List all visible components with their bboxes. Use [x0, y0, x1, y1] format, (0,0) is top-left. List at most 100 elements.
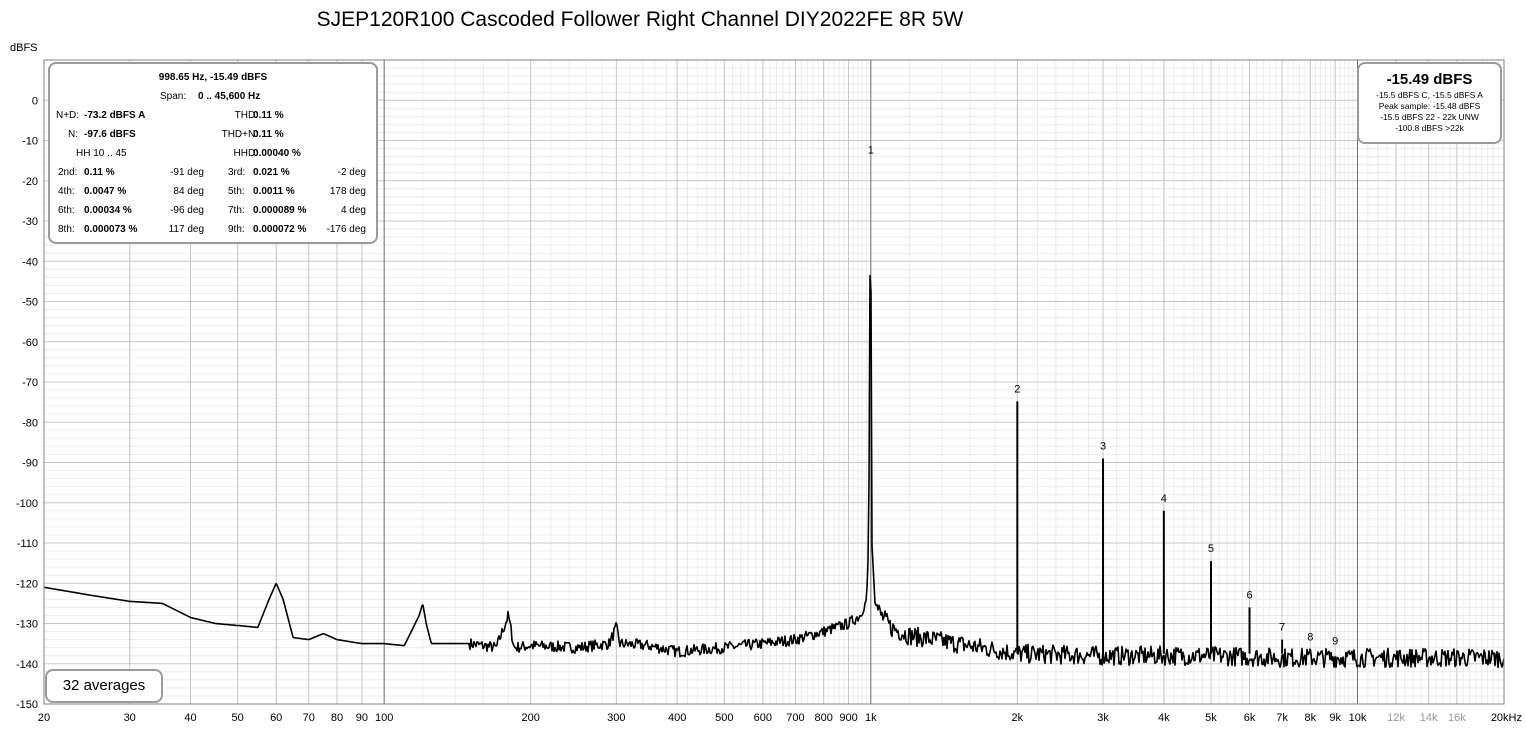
h-label: 8th: — [58, 224, 75, 235]
x-tick-label: 9k — [1329, 712, 1341, 724]
span-value: 0 .. 45,600 Hz — [198, 91, 261, 102]
chart-title: SJEP120R100 Cascoded Follower Right Chan… — [316, 8, 964, 31]
nd-label: N+D: — [56, 110, 80, 121]
harmonic-label: 2 — [1014, 383, 1020, 395]
x-tick-label: 500 — [715, 712, 733, 724]
x-tick-label: 80 — [331, 712, 343, 724]
h-value: 0.00034 % — [84, 205, 132, 216]
y-tick-label: -20 — [22, 176, 38, 188]
h-value: 0.000072 % — [253, 224, 307, 235]
harmonic-label: 6 — [1246, 589, 1252, 601]
x-tick-label: 16k — [1448, 712, 1466, 724]
y-tick-label: -110 — [17, 538, 38, 550]
y-axis-unit-label: dBFS — [10, 42, 38, 54]
y-tick-label: -40 — [22, 256, 38, 268]
x-tick-label: 400 — [668, 712, 686, 724]
peak-readout: 998.65 Hz, -15.49 dBFS — [158, 72, 268, 83]
y-tick-label: -10 — [22, 136, 38, 148]
x-tick-label: 600 — [754, 712, 772, 724]
harmonic-label: 4 — [1161, 493, 1167, 505]
x-tick-label: 60 — [270, 712, 282, 724]
series-group — [43, 274, 1505, 669]
hh-label: HH 10 .. 45 — [76, 148, 127, 159]
y-tick-label: -120 — [16, 578, 38, 590]
x-tick-label: 70 — [303, 712, 315, 724]
y-tick-label: -100 — [16, 498, 38, 510]
h-label: 4th: — [58, 186, 75, 197]
x-tick-label: 90 — [356, 712, 368, 724]
hhd-value: 0.00040 % — [253, 148, 301, 159]
nd-value: -73.2 dBFS A — [84, 110, 146, 121]
harmonic-label: 5 — [1208, 543, 1214, 555]
thdn-label: THD+N: — [221, 129, 258, 140]
h-label: 7th: — [228, 205, 245, 216]
level-line-2: Peak sample: -15.48 dBFS — [1378, 101, 1481, 111]
y-tick-label: -30 — [22, 216, 38, 228]
h-phase: 117 deg — [168, 224, 204, 235]
thdn-value: 0.11 % — [253, 129, 284, 140]
n-label: N: — [68, 129, 78, 140]
h-phase: -2 deg — [337, 167, 366, 178]
h-label: 9th: — [228, 224, 245, 235]
y-tick-label: -80 — [22, 417, 38, 429]
x-tick-labels: 20 30 40 50 60 70 80 90 100 200 300 400 500 600 700 800… — [38, 712, 1522, 724]
n-value: -97.6 dBFS — [84, 129, 136, 140]
level-readout-panel: -15.49 dBFS -15.5 dBFS C, -15.5 dBFS A P… — [1357, 62, 1502, 144]
thd-value: 0.11 % — [253, 110, 284, 121]
h-phase: 178 deg — [329, 186, 366, 197]
h-label: 6th: — [58, 205, 75, 216]
x-tick-label: 20kHz — [1491, 712, 1522, 724]
level-main-value: -15.49 dBFS — [1386, 71, 1473, 88]
x-tick-label: 4k — [1158, 712, 1170, 724]
level-line-1: -15.5 dBFS C, -15.5 dBFS A — [1376, 90, 1483, 100]
thd-label: THD: — [234, 110, 258, 121]
harmonic-row: 2nd: 0.11 % -91 deg 3rd: 0.021 % -2 deg — [50, 163, 376, 182]
h-phase: -176 deg — [326, 224, 366, 235]
x-tick-label: 3k — [1097, 712, 1109, 724]
x-tick-label: 30 — [124, 712, 136, 724]
y-tick-label: 0 — [32, 95, 38, 107]
x-tick-label: 300 — [607, 712, 625, 724]
h-phase: 4 deg — [340, 205, 366, 216]
x-tick-label: 12k — [1387, 712, 1405, 724]
h-phase: -91 deg — [170, 167, 204, 178]
x-tick-label: 700 — [786, 712, 804, 724]
x-tick-label: 20 — [38, 712, 50, 724]
harmonic-label: 3 — [1100, 440, 1106, 452]
h-phase: -96 deg — [170, 205, 204, 216]
h-value: 0.0047 % — [84, 186, 127, 197]
h-value: 0.000089 % — [253, 205, 307, 216]
h-label: 2nd: — [58, 167, 78, 178]
x-tick-label: 10k — [1349, 712, 1367, 724]
x-tick-label: 100 — [375, 712, 393, 724]
x-tick-label: 7k — [1276, 712, 1288, 724]
x-tick-label: 1k — [865, 712, 877, 724]
x-tick-label: 14k — [1420, 712, 1438, 724]
spectrum-line — [43, 274, 1505, 669]
y-tick-label: -50 — [22, 297, 38, 309]
level-line-3: -15.5 dBFS 22 - 22k UNW — [1380, 112, 1479, 122]
h-value: 0.000073 % — [84, 224, 138, 235]
harmonic-row: 4th: 0.0047 % 84 deg 5th: 0.0011 % 178 d… — [50, 182, 376, 201]
harmonic-row: 6th: 0.00034 % -96 deg 7th: 0.000089 % 4… — [50, 201, 376, 220]
span-label: Span: — [160, 91, 187, 102]
level-line-4: -100.8 dBFS >22k — [1395, 123, 1464, 133]
h-label: 5th: — [228, 186, 245, 197]
x-tick-label: 800 — [814, 712, 832, 724]
harmonic-row: 8th: 0.000073 % 117 deg 9th: 0.000072 % … — [50, 220, 376, 239]
h-value: 0.0011 % — [253, 186, 295, 197]
x-tick-label: 200 — [521, 712, 539, 724]
x-tick-label: 40 — [184, 712, 196, 724]
x-tick-label: 900 — [839, 712, 857, 724]
y-tick-label: -90 — [22, 458, 38, 470]
x-tick-label: 2k — [1012, 712, 1024, 724]
hhd-label: HHD: — [233, 148, 258, 159]
y-tick-label: -130 — [16, 619, 38, 631]
h-phase: 84 deg — [173, 186, 204, 197]
h-value: 0.021 % — [253, 167, 290, 178]
y-tick-label: -70 — [22, 377, 38, 389]
y-tick-label: -60 — [22, 337, 38, 349]
plot-frame — [43, 59, 1505, 705]
harmonic-peaks: 1 2 3 4 5 6 7 8 9 — [868, 145, 1338, 654]
